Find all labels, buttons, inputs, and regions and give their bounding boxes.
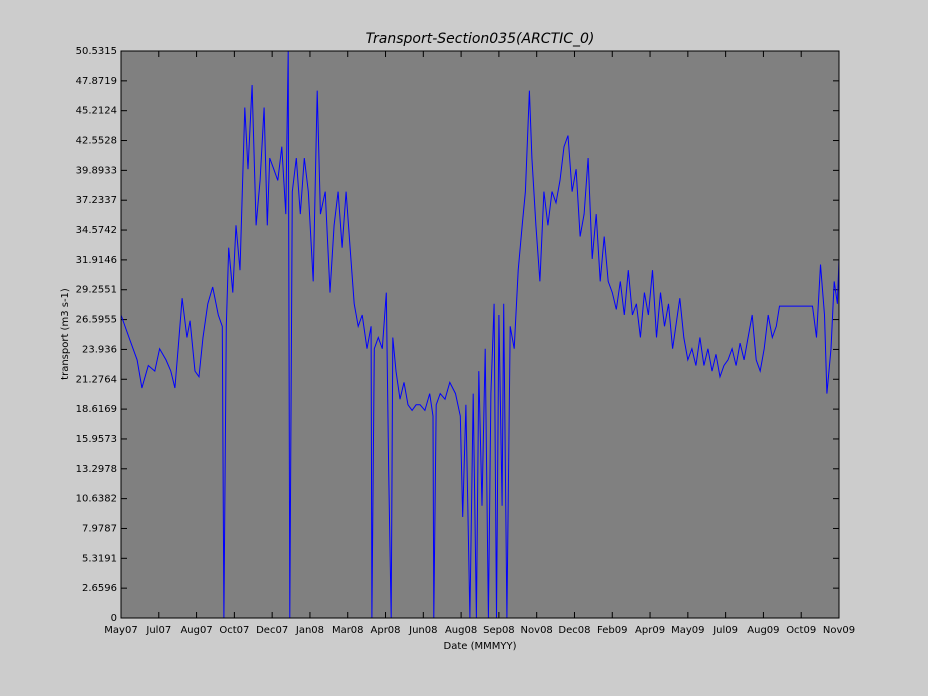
y-tick-label: 39.8933: [76, 165, 117, 176]
y-tick-label: 31.9146: [76, 255, 117, 266]
x-tick-label: Oct09: [786, 625, 816, 636]
x-tick-label: Apr08: [371, 625, 401, 636]
y-tick-label: 26.5955: [76, 315, 117, 326]
x-tick-label: Aug09: [747, 625, 779, 636]
x-tick-label: Aug08: [445, 625, 477, 636]
x-axis-label: Date (MMMYY): [444, 641, 517, 652]
x-tick-label: Sep08: [483, 625, 515, 636]
y-tick-label: 13.2978: [76, 464, 117, 475]
x-tick-label: Apr09: [635, 625, 665, 636]
x-tick-label: Dec07: [256, 625, 288, 636]
y-tick-label: 18.6169: [76, 404, 117, 415]
y-tick-label: 5.3191: [82, 553, 117, 564]
x-tick-label: Aug07: [180, 625, 212, 636]
y-tick-label: 34.5742: [76, 225, 117, 236]
chart-title: Transport-Section035(ARCTIC_0): [366, 31, 595, 47]
y-tick-label: 2.6596: [82, 583, 117, 594]
y-tick-label: 23.936: [82, 344, 117, 355]
y-tick-label: 15.9573: [76, 434, 117, 445]
x-tick-label: Dec08: [558, 625, 590, 636]
x-tick-label: Nov08: [521, 625, 553, 636]
x-tick-label: May09: [671, 625, 704, 636]
y-tick-label: 37.2337: [76, 195, 117, 206]
y-tick-label: 21.2764: [76, 374, 117, 385]
plot-area: [121, 51, 839, 618]
x-tick-label: Jun08: [408, 625, 437, 636]
x-tick-label: Mar08: [332, 625, 364, 636]
y-tick-label: 50.5315: [76, 46, 117, 57]
y-tick-label: 10.6382: [76, 494, 117, 505]
plot-frame: [120, 50, 840, 619]
x-tick-label: Jan08: [295, 625, 324, 636]
y-tick-label: 42.5528: [76, 136, 117, 147]
y-axis-label: transport (m3 s-1): [60, 288, 71, 380]
y-tick-label: 0: [111, 613, 117, 624]
x-tick-label: Jul07: [145, 625, 171, 636]
x-tick-label: Nov09: [823, 625, 855, 636]
y-tick-label: 7.9787: [82, 523, 117, 534]
x-tick-label: Oct07: [219, 625, 249, 636]
y-tick-label: 45.2124: [76, 106, 117, 117]
y-tick-label: 47.8719: [76, 76, 117, 87]
x-tick-label: May07: [104, 625, 137, 636]
y-tick-label: 29.2551: [76, 285, 117, 296]
x-tick-label: Feb09: [597, 625, 627, 636]
data-line: [120, 50, 840, 619]
x-tick-label: Jul09: [712, 625, 738, 636]
